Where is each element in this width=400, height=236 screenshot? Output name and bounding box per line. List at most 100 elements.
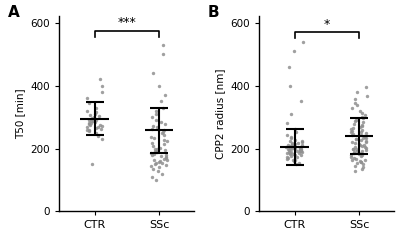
Point — [348, 153, 354, 157]
Point — [84, 96, 90, 100]
Point — [291, 49, 298, 53]
Point — [149, 175, 156, 179]
Point — [158, 99, 164, 103]
Point — [292, 145, 298, 148]
Point — [285, 156, 291, 160]
Point — [291, 127, 298, 131]
Point — [353, 137, 360, 141]
Point — [149, 127, 155, 131]
Point — [288, 147, 295, 150]
Point — [357, 109, 363, 113]
Point — [292, 162, 299, 166]
Point — [83, 125, 90, 128]
Point — [298, 147, 304, 151]
Point — [353, 147, 360, 151]
Point — [292, 142, 298, 146]
Point — [290, 146, 296, 150]
Point — [288, 137, 294, 140]
Point — [95, 134, 102, 138]
Point — [358, 111, 365, 115]
Point — [358, 115, 365, 119]
Point — [96, 77, 103, 81]
Point — [99, 84, 106, 88]
Point — [288, 154, 295, 158]
Point — [358, 160, 364, 164]
Point — [163, 156, 170, 160]
Point — [359, 167, 365, 171]
Point — [362, 131, 369, 135]
Point — [285, 143, 291, 147]
Point — [283, 145, 290, 149]
Point — [162, 93, 169, 97]
Point — [92, 120, 98, 124]
Point — [292, 148, 298, 151]
Point — [89, 116, 96, 120]
Point — [99, 90, 105, 94]
Point — [354, 90, 360, 94]
Point — [356, 142, 363, 146]
Point — [149, 153, 155, 157]
Point — [356, 152, 362, 156]
Point — [358, 151, 365, 155]
Point — [350, 156, 357, 160]
Point — [290, 144, 296, 148]
Point — [357, 125, 363, 129]
Point — [296, 161, 302, 164]
Point — [99, 124, 106, 128]
Point — [350, 150, 357, 154]
Point — [88, 117, 94, 121]
Point — [159, 52, 166, 56]
Point — [149, 141, 155, 145]
Point — [285, 65, 292, 69]
Point — [284, 156, 290, 159]
Point — [286, 150, 292, 154]
Point — [97, 123, 103, 127]
Point — [156, 165, 162, 169]
Point — [361, 143, 368, 147]
Point — [153, 118, 159, 122]
Point — [284, 133, 290, 137]
Point — [359, 149, 365, 153]
Point — [153, 112, 159, 116]
Point — [358, 128, 365, 131]
Point — [298, 149, 304, 153]
Point — [290, 152, 296, 156]
Point — [160, 43, 166, 47]
Point — [86, 122, 92, 125]
Point — [350, 132, 356, 136]
Point — [358, 130, 364, 134]
Point — [151, 152, 157, 156]
Point — [358, 138, 364, 142]
Point — [300, 40, 306, 43]
Point — [284, 151, 291, 155]
Point — [350, 148, 356, 151]
Point — [154, 150, 160, 154]
Point — [354, 161, 360, 165]
Point — [93, 110, 99, 114]
Point — [90, 120, 97, 123]
Point — [155, 169, 161, 173]
Point — [354, 149, 360, 153]
Point — [283, 157, 290, 160]
Point — [293, 130, 300, 134]
Point — [296, 148, 303, 152]
Point — [155, 84, 162, 88]
Point — [150, 71, 156, 75]
Point — [360, 136, 366, 140]
Point — [162, 156, 169, 159]
Point — [152, 149, 158, 153]
Point — [160, 106, 166, 110]
Y-axis label: T50 [min]: T50 [min] — [15, 89, 25, 139]
Point — [363, 148, 370, 152]
Point — [353, 157, 359, 160]
Point — [358, 133, 364, 137]
Point — [153, 161, 159, 164]
Point — [348, 127, 354, 131]
Point — [93, 118, 100, 122]
Point — [96, 114, 102, 118]
Point — [164, 158, 170, 161]
Point — [156, 159, 163, 163]
Point — [151, 136, 157, 140]
Point — [88, 121, 94, 125]
Point — [358, 123, 365, 127]
